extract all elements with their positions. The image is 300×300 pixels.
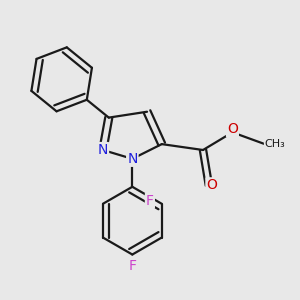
Text: CH₃: CH₃ — [265, 139, 286, 149]
Text: O: O — [206, 178, 217, 192]
Text: N: N — [127, 152, 137, 166]
Text: N: N — [98, 143, 108, 157]
Text: F: F — [128, 259, 136, 273]
Text: F: F — [146, 194, 154, 208]
Text: O: O — [227, 122, 238, 136]
